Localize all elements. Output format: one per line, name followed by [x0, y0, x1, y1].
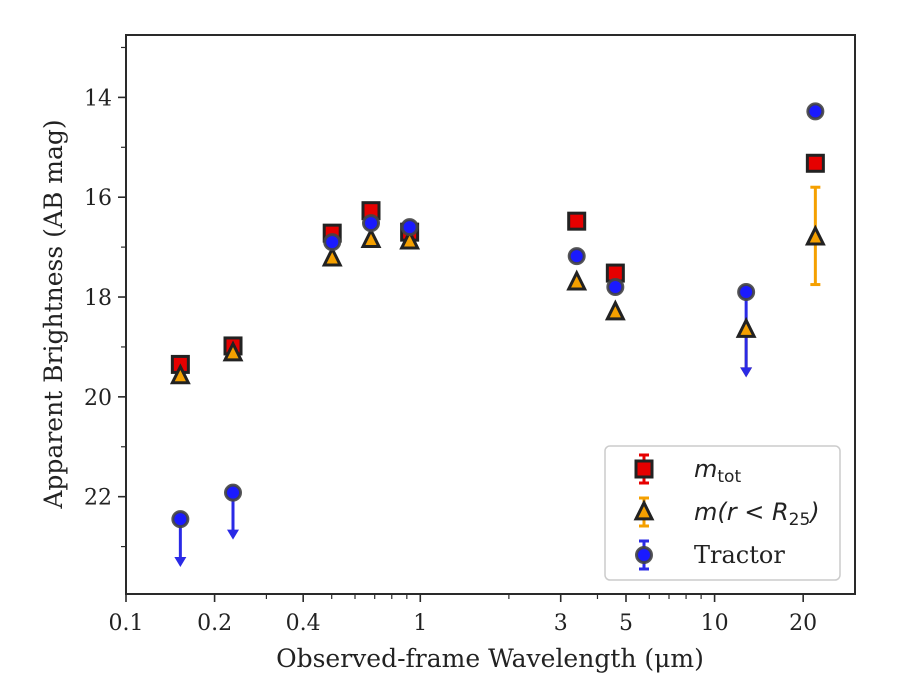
x-tick-label: 5: [619, 611, 633, 636]
legend-r25-label: m(r < R25): [694, 498, 820, 530]
legend-mtot-marker: [634, 459, 654, 479]
legend-entry-tractor: Tractor: [635, 539, 785, 571]
x-tick-label: 0.1: [109, 611, 144, 636]
tractor-point: [806, 102, 825, 121]
r25-point: [321, 245, 343, 267]
y-tick-label: 18: [84, 286, 112, 311]
legend-box: [604, 445, 841, 581]
data-series: [169, 102, 826, 568]
tractor-point: [737, 283, 756, 302]
legend-r25-marker: [633, 499, 655, 521]
r25-point: [735, 316, 757, 338]
series-r25: [169, 224, 826, 385]
axis-ticks: 0.1 0.2 0.4 1 3 5 10 20 14 16 18 20 22: [84, 46, 817, 636]
x-tick-label: 20: [789, 611, 817, 636]
tractor-point: [567, 247, 586, 266]
tractor-point: [362, 214, 381, 233]
r25-point: [399, 228, 421, 250]
x-axis-label: Observed-frame Wavelength (μm): [276, 644, 704, 673]
legend-tractor-label: Tractor: [694, 541, 785, 569]
tractor-point: [171, 510, 190, 529]
plot-frame: [125, 34, 856, 595]
legend-mtot-label: mtot: [694, 455, 741, 487]
mtot-point: [805, 153, 825, 173]
tractor-point: [606, 278, 625, 297]
tractor-point: [224, 483, 243, 502]
series-r25-errors: [740, 185, 821, 378]
legend-entry-mtot: mtot: [634, 453, 741, 487]
r25-point: [222, 340, 244, 362]
r25-point: [604, 299, 626, 321]
tractor-point: [400, 218, 419, 237]
series-mtot: [170, 153, 825, 374]
tractor-point: [323, 233, 342, 252]
legend: mtot m(r < R25) Tractor: [604, 445, 841, 581]
legend-tractor-marker: [635, 546, 653, 564]
x-tick-label: 10: [701, 611, 729, 636]
y-axis-label: Apparent Brightness (AB mag): [39, 119, 68, 509]
x-tick-label: 1: [413, 611, 427, 636]
r25-point: [169, 363, 191, 385]
x-tick-label: 3: [554, 611, 568, 636]
y-tick-label: 22: [84, 486, 112, 511]
r25-point: [804, 224, 826, 246]
mtot-point: [567, 211, 587, 231]
legend-entry-r25: m(r < R25): [633, 496, 820, 530]
y-tick-label: 16: [84, 186, 112, 211]
tractor-upper-limit-arrow-head: [227, 529, 240, 540]
tractor-upper-limit-arrow-head: [740, 367, 753, 378]
r25-point: [566, 269, 588, 291]
r25-point: [360, 227, 382, 249]
tractor-upper-limit-arrow-head: [174, 557, 187, 568]
series-tractor: [171, 102, 825, 529]
x-tick-label: 0.4: [286, 611, 321, 636]
y-tick-label: 20: [84, 386, 112, 411]
y-tick-label: 14: [84, 86, 112, 111]
x-tick-label: 0.2: [197, 611, 232, 636]
